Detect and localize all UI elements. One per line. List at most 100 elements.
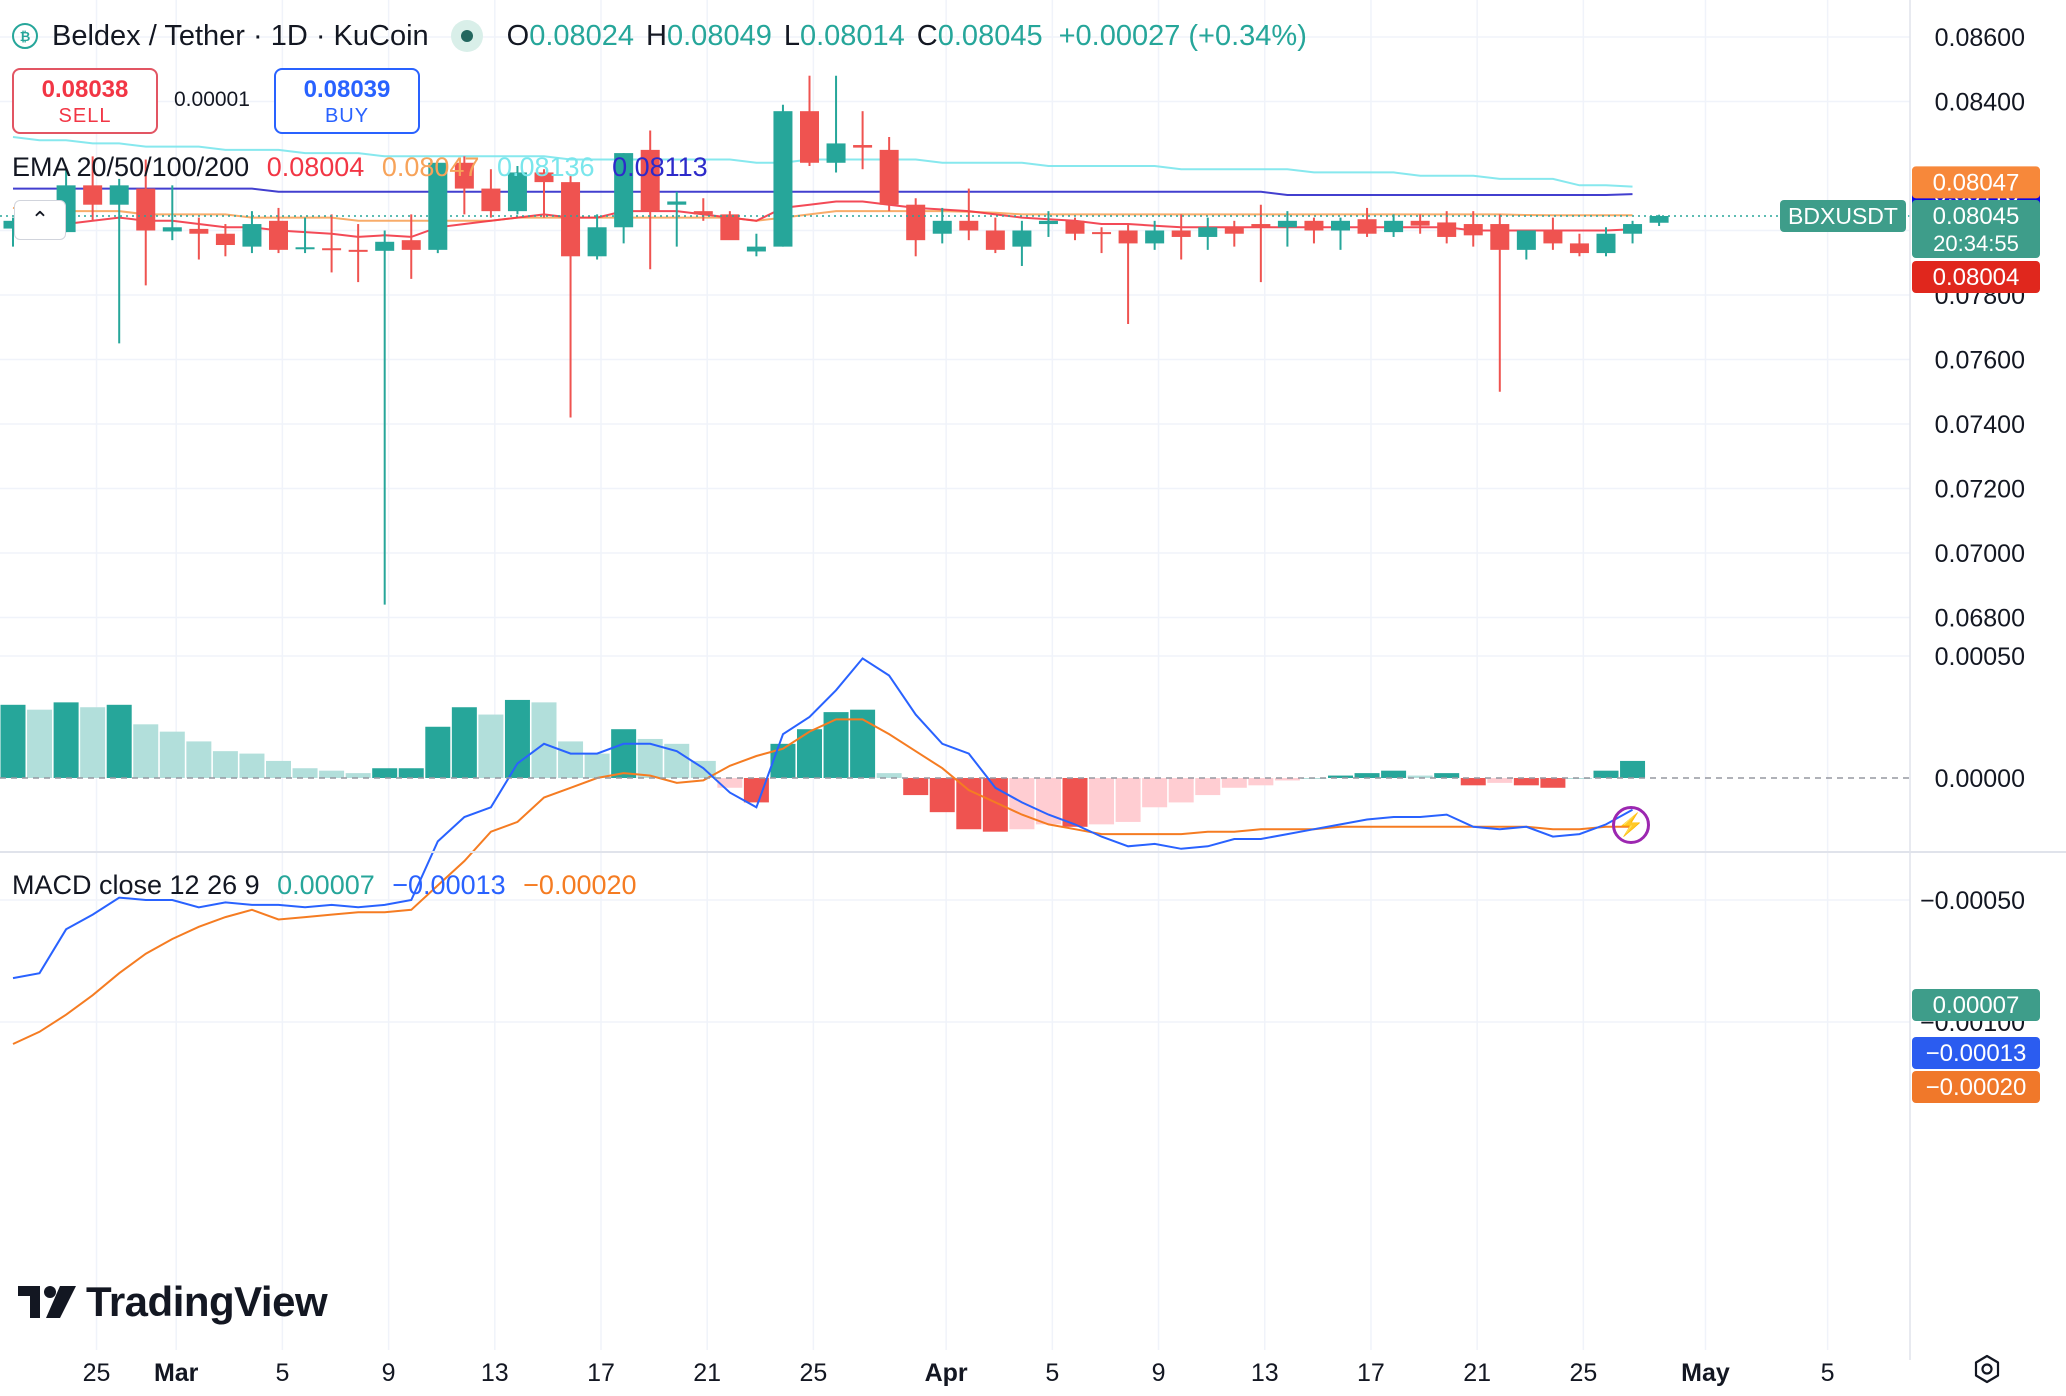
macd-hist-bar: [133, 724, 159, 778]
macd-hist-bar: [106, 704, 132, 778]
macd-legend[interactable]: MACD close 12 26 9 0.00007 −0.00013 −0.0…: [12, 870, 647, 901]
candle-body: [375, 241, 395, 251]
macd-hist-bar: [1142, 778, 1168, 808]
ticker-tag-bg: [1780, 199, 1906, 232]
candle-body: [1543, 230, 1563, 244]
macd-axis-label: 0.00000: [1935, 765, 2025, 793]
time-axis-label: 9: [382, 1359, 396, 1387]
macd-hist-bar: [717, 778, 743, 788]
macd-hist-bar: [27, 709, 53, 778]
candle-body: [1331, 220, 1350, 231]
candle-body: [295, 247, 315, 250]
macd-hist-bar: [212, 751, 238, 778]
macd-hist-bar: [319, 770, 345, 778]
time-axis-label: 21: [693, 1359, 721, 1387]
time-axis-label: 17: [1357, 1359, 1385, 1387]
candle-body: [640, 149, 660, 212]
collapse-legend-button[interactable]: ⌃: [14, 200, 66, 240]
macd-hist-bar: [266, 760, 291, 778]
high-label: H: [646, 19, 667, 52]
candle-body: [534, 172, 554, 183]
grid-lines: [0, 0, 1910, 1350]
collapse-chevron-icon: ⌃: [30, 207, 50, 232]
macd-hist-bar: [1009, 778, 1035, 830]
candle-body: [1516, 230, 1536, 250]
ema50-price-tag: 0.08047: [1933, 169, 2020, 196]
spread-value: 0.00001: [174, 88, 250, 111]
macd-hist-bar: [1115, 778, 1141, 822]
price-axis[interactable]: 0.086000.084000.080000.078000.076000.074…: [1935, 24, 2025, 633]
sell-button[interactable]: 0.08038 SELL: [12, 68, 158, 134]
time-axis-label: 5: [1045, 1359, 1059, 1387]
candle-body: [561, 182, 581, 257]
macd-hist-bar: [451, 707, 477, 778]
candle-body: [1065, 220, 1085, 234]
macd-hist-bar: [292, 768, 318, 778]
candle-body: [985, 230, 1005, 250]
settings-icon[interactable]: [1972, 1354, 2002, 1384]
macd-hist-bar: [1540, 778, 1566, 788]
candle-body: [693, 211, 713, 215]
macd-hist-bar: [239, 753, 265, 778]
candle-body: [269, 220, 288, 250]
candle-body: [348, 249, 368, 252]
macd-signal-line: [12, 718, 1633, 1045]
ema100-line: [12, 136, 1633, 188]
ema-legend[interactable]: EMA 20/50/100/200 0.08004 0.08047 0.0813…: [12, 152, 718, 183]
time-axis-label: 21: [1463, 1359, 1491, 1387]
macd-hist-bar: [53, 702, 79, 778]
price-axis-label: 0.06800: [1935, 605, 2025, 633]
macd-hist-bar: [1460, 778, 1486, 786]
macd-hist-bar: [425, 726, 451, 778]
time-axis-label: 5: [1821, 1359, 1835, 1387]
ticker-tag: BDXUSDT: [1788, 203, 1898, 229]
ema50-line: [12, 206, 1633, 222]
candle-body: [481, 188, 501, 212]
macd-line-value: −0.00013: [392, 870, 506, 900]
candle-body: [826, 143, 846, 163]
macd-indicator-name: MACD close 12 26 9: [12, 870, 260, 900]
price-axis-label: 0.07600: [1935, 347, 2025, 375]
macd-hist-bar: [1195, 778, 1221, 796]
candle-body: [879, 149, 899, 205]
macd-hist-bar: [186, 741, 212, 778]
candle-body: [1623, 224, 1643, 234]
candle-body: [1357, 219, 1377, 234]
tradingview-logo[interactable]: TradingView: [16, 1278, 328, 1326]
candle-body: [1118, 230, 1138, 244]
ema20-value: 0.08004: [266, 152, 365, 182]
buy-button[interactable]: 0.08039 BUY: [274, 68, 420, 134]
macd-hist-bar: [584, 753, 610, 778]
candle-body: [1490, 224, 1510, 250]
symbol-title[interactable]: Beldex / Tether · 1D · KuCoin: [52, 19, 429, 52]
time-axis-label: 13: [481, 1359, 509, 1387]
macd-hist-value: 0.00007: [277, 870, 375, 900]
macd-line: [12, 657, 1633, 980]
macd-hist-bar: [982, 778, 1008, 832]
high-value: 0.08049: [667, 19, 772, 52]
exchange-logo-icon: ₿: [12, 23, 38, 49]
time-axis-label: 9: [1152, 1359, 1166, 1387]
ema50-value: 0.08047: [381, 152, 480, 182]
time-axis-label: Mar: [154, 1359, 199, 1387]
macd-hist-bar: [1487, 778, 1513, 783]
candle-body: [162, 227, 182, 232]
macd-hist-bar: [159, 731, 185, 778]
macd-hist-bar: [1381, 770, 1407, 778]
time-axis-label: 25: [799, 1359, 827, 1387]
buy-label: BUY: [324, 105, 370, 127]
time-axis[interactable]: 25 Mar 5 9 13 17 21 25 Apr 5 9 13 17 21 25 May 5: [83, 1359, 1835, 1387]
candle-body: [1437, 222, 1457, 237]
candle-body: [800, 111, 819, 163]
flash-icon[interactable]: ⚡: [1612, 806, 1650, 844]
candle-body: [3, 220, 23, 229]
ema200-line: [13, 187, 1633, 196]
macd-hist-bar: [1221, 778, 1247, 788]
candle-body: [1384, 220, 1404, 233]
live-dot-icon: [450, 20, 483, 52]
ema20-price-tag: 0.08004: [1933, 264, 2020, 291]
candle-body: [667, 201, 687, 205]
candle-body: [746, 246, 766, 252]
